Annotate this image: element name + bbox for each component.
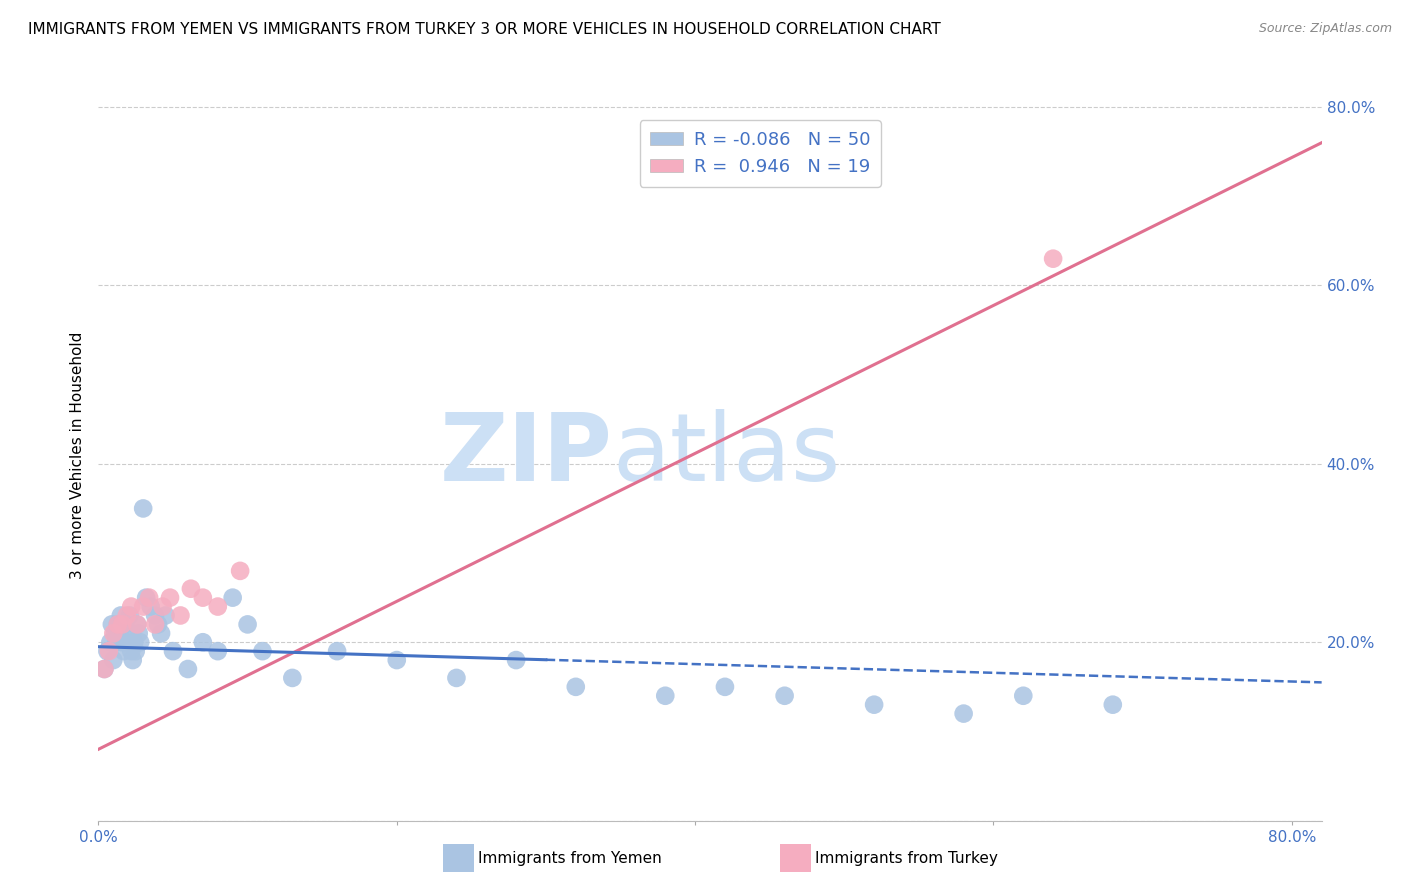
Legend: R = -0.086   N = 50, R =  0.946   N = 19: R = -0.086 N = 50, R = 0.946 N = 19 — [640, 120, 882, 186]
Point — [118, 608, 141, 623]
Point — [115, 608, 138, 623]
Point — [169, 608, 191, 623]
Text: Source: ZipAtlas.com: Source: ZipAtlas.com — [1258, 22, 1392, 36]
Point — [111, 617, 134, 632]
Point — [505, 653, 527, 667]
Point — [252, 644, 274, 658]
Point — [93, 662, 115, 676]
Point — [146, 617, 169, 632]
Point — [446, 671, 468, 685]
Point — [565, 680, 588, 694]
Point — [120, 644, 142, 658]
Point — [110, 608, 132, 623]
Point — [128, 626, 150, 640]
Point — [96, 644, 118, 658]
Point — [191, 635, 214, 649]
Point — [112, 644, 135, 658]
Point — [114, 617, 136, 632]
Point — [111, 635, 134, 649]
Point — [97, 644, 120, 658]
Point — [104, 626, 127, 640]
Point — [221, 591, 243, 605]
Point — [281, 671, 304, 685]
Point — [162, 644, 184, 658]
Point — [135, 591, 157, 605]
Point — [152, 599, 174, 614]
Point — [207, 644, 229, 658]
Text: IMMIGRANTS FROM YEMEN VS IMMIGRANTS FROM TURKEY 3 OR MORE VEHICLES IN HOUSEHOLD : IMMIGRANTS FROM YEMEN VS IMMIGRANTS FROM… — [28, 22, 941, 37]
Point — [229, 564, 252, 578]
Point — [125, 644, 148, 658]
Point — [115, 635, 138, 649]
Text: ZIP: ZIP — [439, 409, 612, 501]
Text: atlas: atlas — [612, 409, 841, 501]
Point — [103, 653, 125, 667]
Point — [150, 626, 173, 640]
Point — [773, 689, 796, 703]
Point — [1042, 252, 1064, 266]
Point — [127, 617, 149, 632]
Point — [103, 626, 125, 640]
Point — [207, 599, 229, 614]
Y-axis label: 3 or more Vehicles in Household: 3 or more Vehicles in Household — [70, 331, 86, 579]
Point — [105, 635, 128, 649]
Point — [952, 706, 974, 721]
Text: Immigrants from Yemen: Immigrants from Yemen — [478, 851, 662, 865]
Text: Immigrants from Turkey: Immigrants from Turkey — [815, 851, 998, 865]
Point — [191, 591, 214, 605]
Point — [127, 617, 149, 632]
Point — [120, 599, 142, 614]
Point — [326, 644, 349, 658]
Point — [654, 689, 676, 703]
Point — [98, 635, 121, 649]
Point — [139, 599, 162, 614]
Point — [1101, 698, 1123, 712]
Point — [132, 501, 155, 516]
Point — [138, 591, 160, 605]
Point — [236, 617, 259, 632]
Point — [107, 617, 129, 632]
Point — [863, 698, 886, 712]
Point — [93, 662, 115, 676]
Point — [129, 635, 152, 649]
Point — [107, 617, 129, 632]
Point — [385, 653, 408, 667]
Point — [143, 608, 166, 623]
Point — [155, 608, 177, 623]
Point — [122, 635, 145, 649]
Point — [143, 617, 166, 632]
Point — [117, 626, 139, 640]
Point — [132, 599, 155, 614]
Point — [180, 582, 202, 596]
Point — [714, 680, 737, 694]
Point — [159, 591, 181, 605]
Point — [177, 662, 200, 676]
Point — [121, 653, 143, 667]
Point — [101, 617, 124, 632]
Point — [1012, 689, 1035, 703]
Point — [108, 626, 131, 640]
